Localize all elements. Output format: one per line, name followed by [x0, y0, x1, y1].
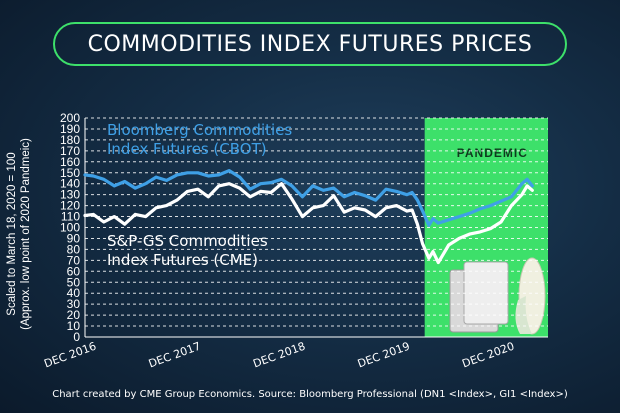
series-label-sp-gs: Index Futures (CME)	[107, 251, 258, 269]
y-tick-label: 50	[67, 275, 81, 289]
series-line-sp-gs	[83, 182, 534, 265]
x-tick-label: DEC 2019	[356, 340, 412, 371]
y-tick-label: 130	[60, 188, 80, 202]
title-banner: COMMODITIES INDEX FUTURES PRICES	[53, 22, 567, 66]
y-tick-label: 180	[60, 133, 80, 147]
y-tick-label: 120	[60, 199, 80, 213]
y-tick-label: 60	[67, 264, 81, 278]
y-tick-label: 110	[61, 210, 80, 224]
y-tick-label: 150	[60, 166, 80, 180]
y-tick-label: 140	[60, 177, 80, 191]
series-line-bloomberg	[83, 169, 534, 227]
chart-title: COMMODITIES INDEX FUTURES PRICES	[87, 31, 533, 57]
y-tick-label: 20	[67, 308, 81, 322]
y-tick-label: 100	[60, 221, 80, 235]
footnote: Chart created by CME Group Economics. So…	[52, 389, 568, 400]
commodity-illustration	[449, 257, 546, 335]
x-tick-label: DEC 2017	[147, 340, 203, 371]
x-tick-label: DEC 2016	[42, 340, 98, 371]
y-tick-label: 190	[60, 122, 80, 136]
y-tick-label: 160	[60, 155, 80, 169]
y-tick-label: 170	[60, 144, 80, 158]
series-label-sp-gs: S&P-GS Commodities	[107, 232, 268, 250]
y-tick-label: 30	[67, 297, 81, 311]
x-tick-label: DEC 2018	[251, 340, 307, 371]
x-tick-label: DEC 2020	[460, 340, 516, 371]
y-tick-label: 40	[67, 286, 81, 300]
pandemic-label: PANDEMIC	[457, 146, 528, 160]
y-tick-label: 0	[73, 330, 80, 344]
y-tick-label: 70	[67, 253, 81, 267]
y-tick-label: 90	[67, 231, 81, 245]
y-tick-label: 80	[67, 242, 81, 256]
y-tick-label: 10	[67, 319, 81, 333]
series-label-bloomberg: Index Futures (CBOT)	[107, 140, 267, 158]
y-tick-label: 200	[60, 111, 80, 125]
series-label-bloomberg: Bloomberg Commodities	[107, 121, 292, 139]
